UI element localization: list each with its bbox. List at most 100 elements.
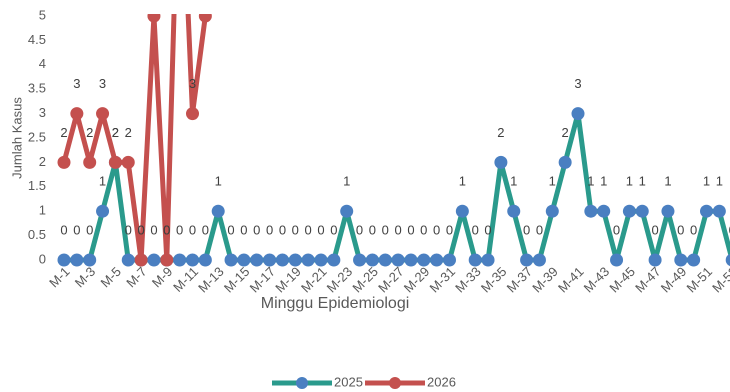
legend-label: 2026 (427, 374, 456, 389)
data-label: 3 (574, 76, 581, 91)
marker (430, 253, 444, 267)
data-label: 0 (266, 222, 273, 237)
y-tick-label: 3 (39, 105, 46, 120)
marker (635, 204, 649, 218)
data-label: 1 (664, 174, 671, 189)
x-tick-label: M-27 (375, 264, 407, 296)
marker (571, 107, 585, 121)
marker (83, 155, 97, 169)
data-label: 0 (472, 222, 479, 237)
x-tick-label: M-35 (478, 264, 510, 296)
marker (327, 253, 341, 267)
marker (507, 204, 521, 218)
x-tick-label: M-25 (349, 264, 381, 296)
marker (353, 253, 367, 267)
data-label: 0 (729, 222, 730, 237)
marker (558, 155, 572, 169)
data-label: 0 (330, 222, 337, 237)
marker (597, 204, 611, 218)
x-tick-label: M-45 (606, 264, 638, 296)
y-tick-label: 1.5 (28, 178, 46, 193)
marker (57, 155, 71, 169)
data-label: 0 (394, 222, 401, 237)
plot-area (57, 14, 730, 267)
legend-marker (296, 377, 308, 389)
data-label: 0 (369, 222, 376, 237)
marker (378, 253, 392, 267)
y-tick-label: 4.5 (28, 32, 46, 47)
marker (725, 253, 730, 267)
data-label: 0 (253, 222, 260, 237)
x-tick-label: M-29 (401, 264, 433, 296)
x-tick-label: M-33 (452, 264, 484, 296)
data-label: 3 (73, 76, 80, 91)
marker (147, 14, 161, 23)
x-tick-label: M-7 (123, 264, 149, 290)
x-tick-label: M-47 (632, 264, 664, 296)
y-tick-label: 1 (39, 203, 46, 218)
data-label: 0 (189, 222, 196, 237)
marker (83, 253, 97, 267)
marker (481, 253, 495, 267)
x-tick-label: M-51 (683, 264, 715, 296)
data-label: 1 (600, 174, 607, 189)
marker (314, 253, 328, 267)
marker (96, 107, 110, 121)
x-tick-label: M-37 (504, 264, 536, 296)
marker (224, 253, 238, 267)
data-label: 0 (60, 222, 67, 237)
marker (687, 253, 701, 267)
data-label: 2 (60, 125, 67, 140)
marker (237, 253, 251, 267)
data-label: 2 (562, 125, 569, 140)
marker (443, 253, 456, 267)
y-tick-label: 0.5 (28, 227, 46, 242)
y-tick-label: 3.5 (28, 81, 46, 96)
y-tick-label: 2 (39, 154, 46, 169)
marker (173, 253, 187, 267)
data-label: 0 (613, 222, 620, 237)
marker (121, 155, 135, 169)
marker (211, 204, 225, 218)
marker (648, 253, 662, 267)
marker (70, 107, 84, 121)
data-label: 0 (305, 222, 312, 237)
data-label: 0 (651, 222, 658, 237)
data-label: 0 (420, 222, 427, 237)
data-label: 1 (626, 174, 633, 189)
x-tick-label: M-41 (555, 264, 587, 296)
x-tick-label: M-53 (709, 264, 730, 296)
x-tick-label: M-5 (98, 264, 124, 290)
y-tick-label: 0 (39, 251, 46, 266)
data-label: 0 (317, 222, 324, 237)
marker (198, 253, 212, 267)
data-label: 1 (549, 174, 556, 189)
data-label: 0 (137, 222, 144, 237)
data-label: 0 (279, 222, 286, 237)
data-label: 0 (382, 222, 389, 237)
data-label: 3 (189, 76, 196, 91)
marker (275, 253, 289, 267)
data-label: 0 (163, 222, 170, 237)
marker (455, 204, 469, 218)
marker (301, 253, 315, 267)
data-label: 0 (292, 222, 299, 237)
marker (545, 204, 559, 218)
x-tick-label: M-3 (72, 264, 98, 290)
marker (610, 253, 624, 267)
marker (263, 253, 277, 267)
marker (674, 253, 688, 267)
data-label: 1 (99, 174, 106, 189)
data-label: 0 (163, 222, 170, 237)
marker (186, 107, 199, 121)
y-tick-label: 4 (39, 56, 46, 71)
data-label: 2 (497, 125, 504, 140)
x-tick-label: M-13 (195, 264, 227, 296)
marker (198, 14, 212, 23)
data-label: 0 (240, 222, 247, 237)
data-label: 0 (536, 222, 543, 237)
x-tick-label: M-49 (658, 264, 690, 296)
data-label: 1 (716, 174, 723, 189)
data-label: 2 (86, 125, 93, 140)
x-tick-label: M-43 (581, 264, 613, 296)
